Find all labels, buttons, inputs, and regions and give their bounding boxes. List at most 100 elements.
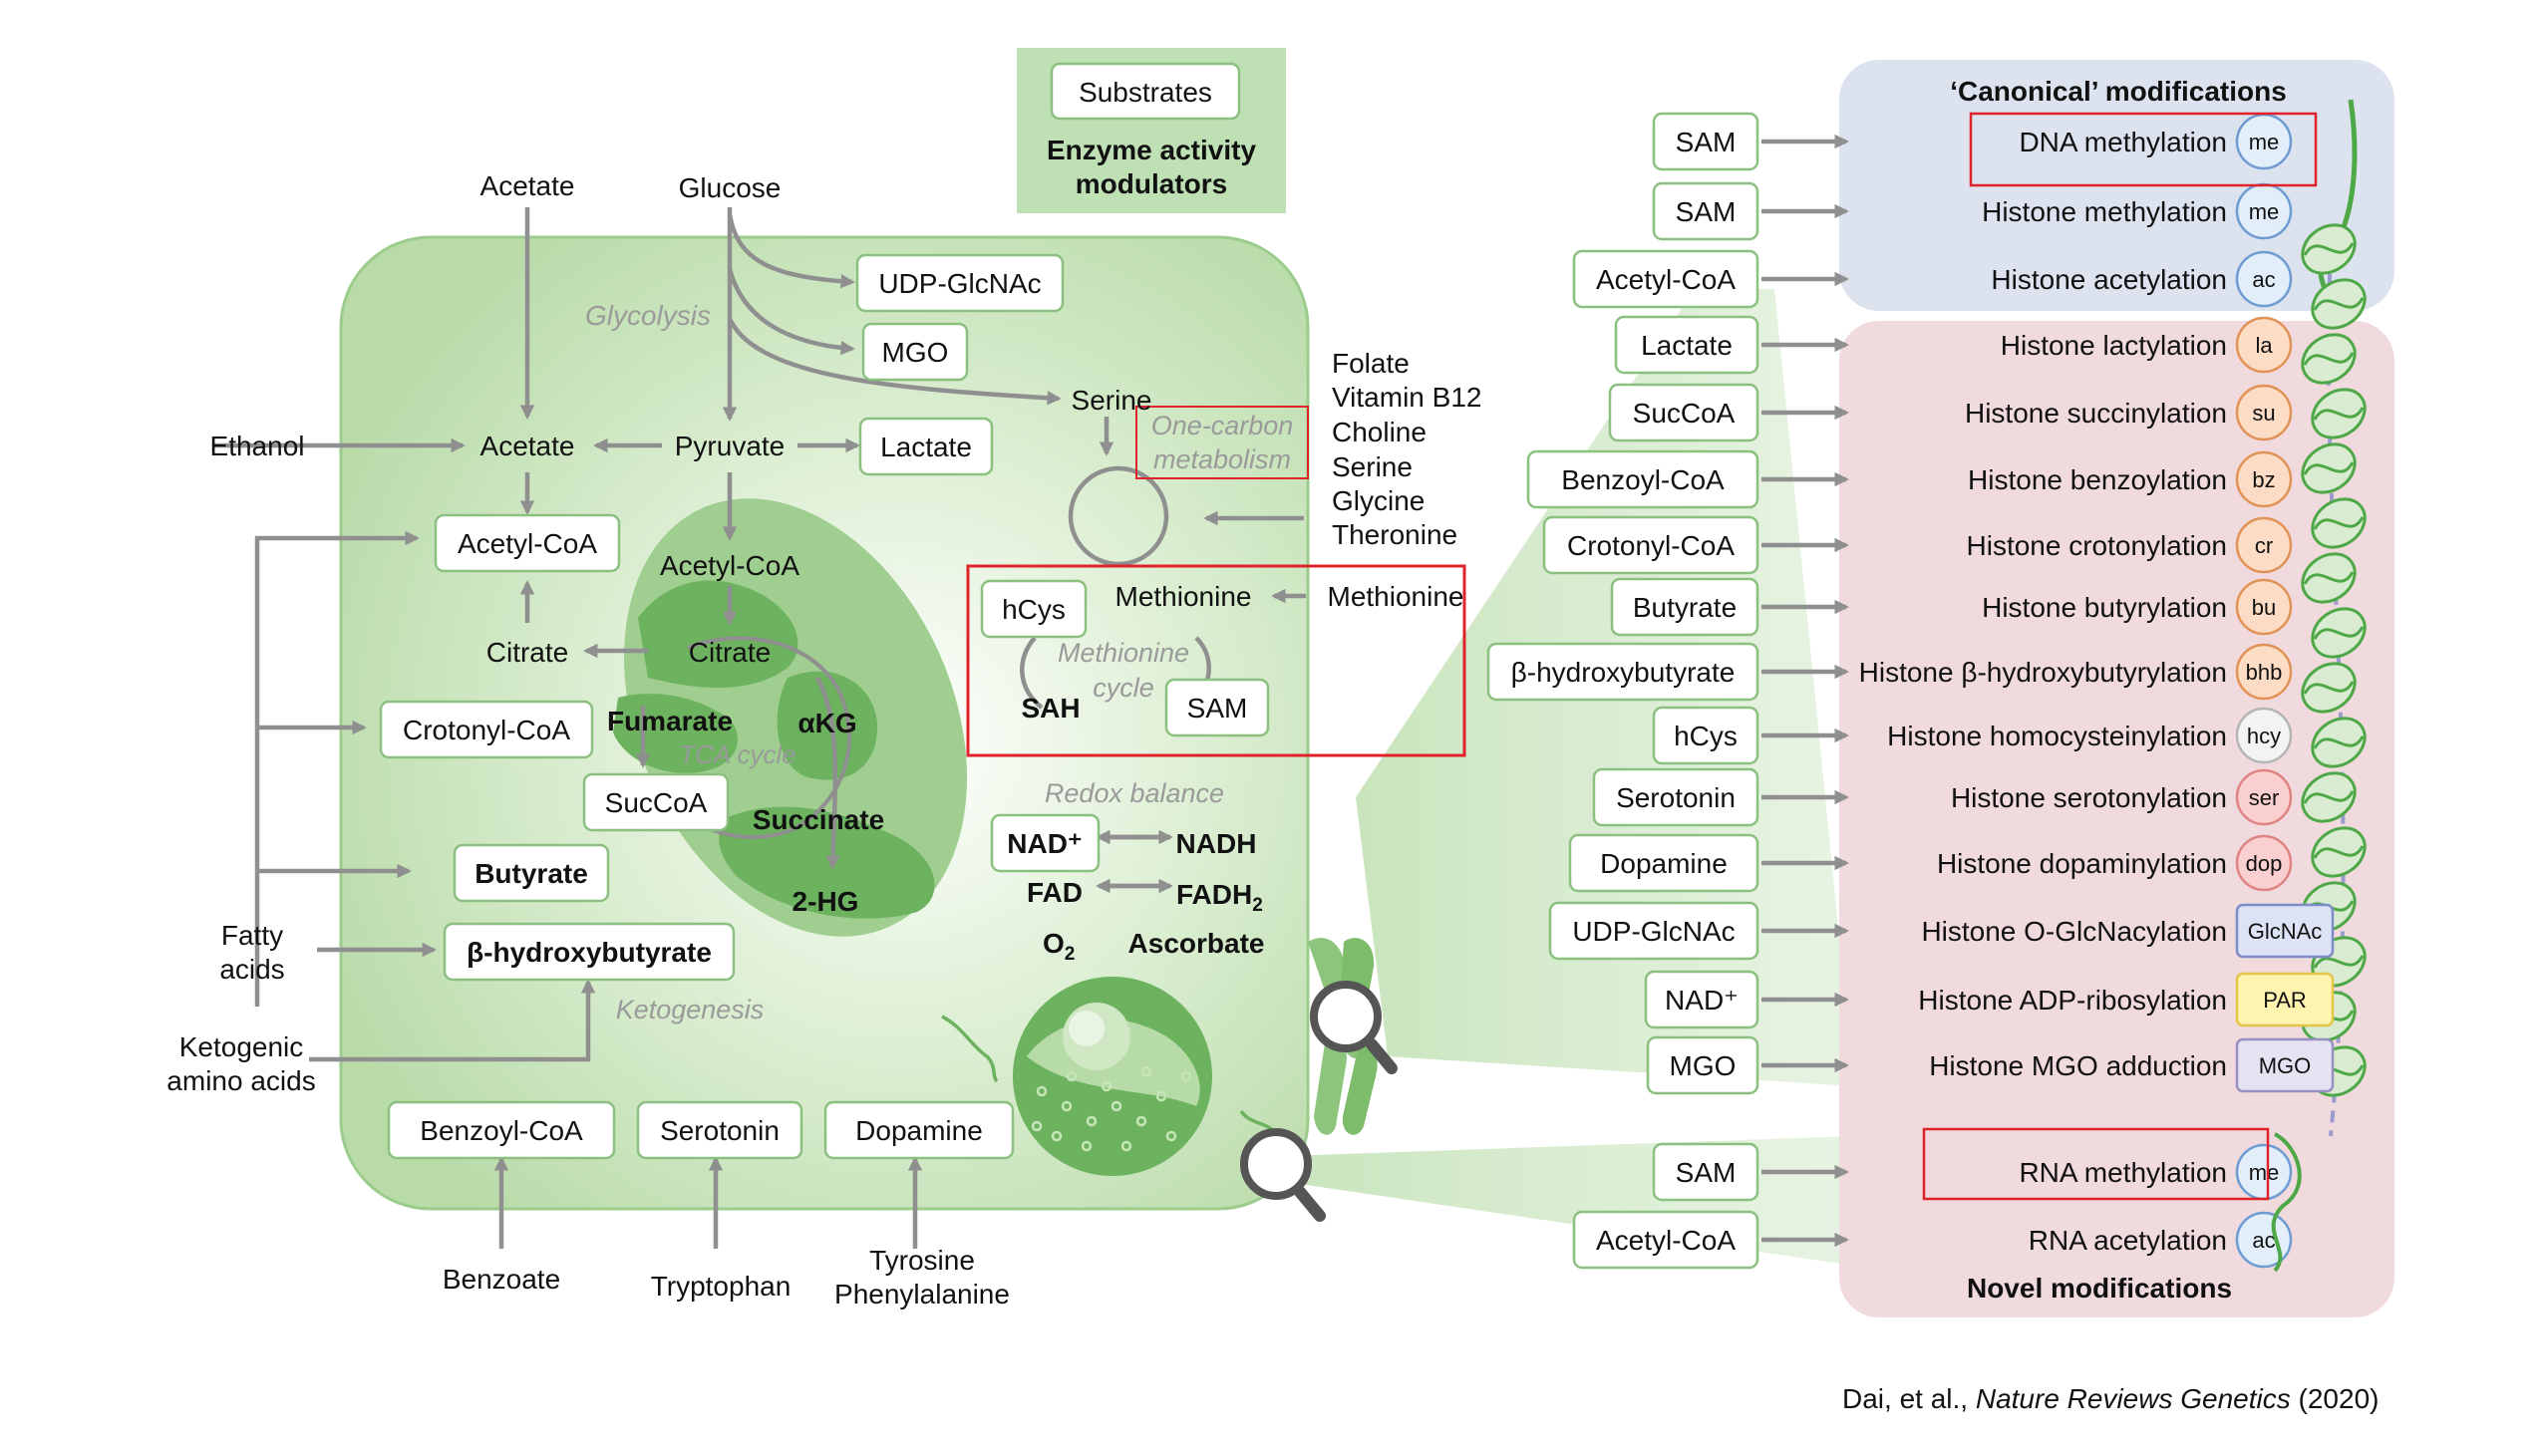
input-glucose: Glucose	[679, 172, 782, 203]
label-tca: TCA cycle	[679, 739, 796, 769]
substrate-box	[1592, 767, 1759, 827]
input-benzoate: Benzoate	[443, 1264, 560, 1295]
label-akg: αKG	[797, 708, 856, 738]
label-serine: Serine	[1072, 385, 1152, 416]
box-crotonyl-coa	[379, 700, 594, 759]
credit-authors: Dai, et al.,	[1842, 1383, 1976, 1414]
input-fatty-acids-2: acids	[219, 954, 284, 985]
substrate-label: UDP-GlcNAc	[1572, 916, 1735, 947]
substrate-label: Butyrate	[1633, 592, 1737, 623]
substrate-label: SAM	[1676, 196, 1737, 227]
modification-tag-label: me	[2249, 130, 2280, 154]
label-succinate: Succinate	[753, 804, 884, 835]
legend: Substrates Enzyme activity modulators	[1017, 48, 1286, 213]
label-redox: Redox balance	[1045, 778, 1224, 808]
label-ascorbate: Ascorbate	[1128, 928, 1265, 959]
magnifier-icon-nucleus	[1240, 1128, 1326, 1222]
box-serotonin	[636, 1100, 803, 1160]
modification-tag	[2235, 834, 2293, 892]
legend-modulators-line1: Enzyme activity	[1047, 135, 1257, 165]
dna-wrap	[2313, 407, 2365, 421]
modification-name: RNA methylation	[2019, 1157, 2227, 1188]
one-carbon-input-0: Folate	[1332, 348, 1410, 379]
modification-tag	[2235, 707, 2293, 764]
modification-name: Histone acetylation	[1991, 264, 2227, 295]
credit-journal: Nature Reviews Genetics	[1975, 1383, 2291, 1414]
modification-tag-label: GlcNAc	[2248, 919, 2323, 944]
modification-name: Histone benzoylation	[1968, 464, 2227, 495]
box-hcys-label: hCys	[1002, 594, 1066, 625]
pathway-arrows	[212, 207, 1306, 1249]
substrate-label: Serotonin	[1616, 782, 1736, 813]
substrate-label: SucCoA	[1633, 398, 1736, 429]
substrate-box	[1652, 181, 1759, 241]
modification-row: SAM me DNA methylation	[1652, 112, 2293, 171]
dna-wrap	[2303, 571, 2355, 585]
modification-row: β-hydroxybutyrate bhb Histone β-hydroxybut…	[1486, 642, 2293, 702]
modification-tag	[2235, 972, 2335, 1027]
modification-name: Histone methylation	[1982, 196, 2227, 227]
modification-name: Histone serotonylation	[1951, 782, 2227, 813]
box-benzoyl-coa	[387, 1100, 616, 1160]
nucleus	[1013, 977, 1212, 1176]
substrate-label: Acetyl-CoA	[1596, 1225, 1736, 1256]
box-udp-glcnac	[855, 253, 1065, 313]
modification-name: RNA acetylation	[2029, 1225, 2227, 1256]
modification-name: Histone β-hydroxybutyrylation	[1859, 657, 2227, 688]
modification-tag	[2235, 578, 2293, 636]
modification-row: Butyrate bu Histone butyrylation	[1610, 577, 2293, 637]
rna-strand-panel	[2271, 1132, 2302, 1273]
box-mgo-label: MGO	[882, 337, 949, 368]
label-fadh2: FADH2	[1176, 879, 1263, 916]
modification-name: Histone lactylation	[2001, 330, 2227, 361]
box-lactate	[858, 417, 994, 476]
modification-tag-label: dop	[2246, 851, 2283, 876]
legend-modulators-line2: modulators	[1076, 168, 1227, 199]
input-ethanol: Ethanol	[210, 431, 305, 461]
substrate-box	[1646, 1035, 1759, 1095]
legend-substrates-label: Substrates	[1079, 77, 1212, 108]
modification-row: UDP-GlcNAc GlcNAc Histone O-GlcNacylation	[1548, 901, 2335, 961]
modification-row: Acetyl-CoA ac RNA acetylation	[1572, 1210, 2293, 1270]
modification-tag	[2235, 768, 2293, 826]
substrate-box	[1526, 449, 1759, 509]
substrate-box	[1608, 383, 1759, 442]
one-carbon-cycle	[1068, 465, 1169, 567]
modification-row: Dopamine dop Histone dopaminylation	[1568, 833, 2293, 893]
box-lactate-label: Lactate	[880, 432, 972, 462]
modification-tag-label: ac	[2252, 267, 2275, 292]
label-methionine-cycle-1: Methionine	[1058, 638, 1189, 668]
modification-row: Serotonin ser Histone serotonylation	[1592, 767, 2293, 827]
substrate-label: Benzoyl-CoA	[1561, 464, 1725, 495]
substrate-box	[1614, 315, 1759, 375]
box-dopamine	[823, 1100, 1015, 1160]
label-acetyl-coa-mito: Acetyl-CoA	[660, 550, 799, 581]
cell-boxes: UDP-GlcNAc MGO Lactate Acetyl-CoA Croton…	[379, 253, 1270, 1160]
box-succoa-label: SucCoA	[605, 787, 708, 818]
dna-wrap	[2313, 845, 2365, 859]
box-dopamine-label: Dopamine	[855, 1115, 983, 1146]
substrate-box	[1542, 515, 1759, 575]
modification-name: Histone butyrylation	[1982, 592, 2227, 623]
box-butyrate	[453, 843, 610, 903]
modification-tag-label: su	[2252, 401, 2275, 426]
substrate-label: hCys	[1674, 721, 1738, 751]
modification-name: Histone dopaminylation	[1937, 848, 2227, 879]
modification-tag-label: bu	[2252, 595, 2276, 620]
rna-strand-cell	[941, 1015, 999, 1083]
modification-tag-label: me	[2249, 199, 2280, 224]
one-carbon-input-3: Serine	[1332, 451, 1413, 482]
substrate-box	[1548, 901, 1759, 961]
modification-tag-label: bz	[2252, 467, 2275, 492]
modification-tag-label: me	[2249, 1160, 2280, 1185]
canonical-title: ‘Canonical’ modifications	[1950, 76, 2287, 107]
substrate-box	[1568, 833, 1759, 893]
modification-tag	[2235, 384, 2293, 441]
box-nad	[990, 813, 1101, 873]
substrate-label: Dopamine	[1600, 848, 1728, 879]
modification-tag-label: hcy	[2247, 724, 2281, 748]
box-nad-label: NAD⁺	[1007, 828, 1082, 859]
label-one-carbon-1: One-carbon	[1151, 411, 1294, 440]
modification-tag	[2235, 250, 2293, 308]
dna-wrap	[2303, 352, 2355, 366]
